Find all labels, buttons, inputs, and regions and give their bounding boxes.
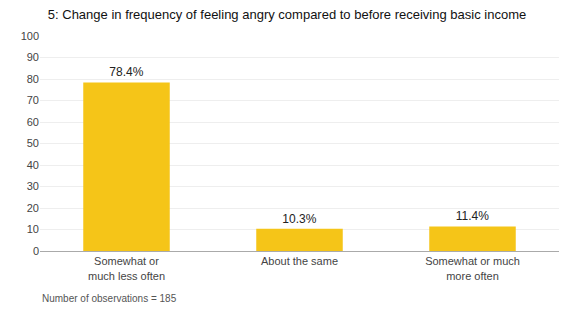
svg-text:20: 20 [27,202,39,214]
svg-text:30: 30 [27,180,39,192]
svg-text:10: 10 [27,223,39,235]
svg-text:70: 70 [27,94,39,106]
svg-text:Somewhat or muchmore often: Somewhat or muchmore often [425,255,520,281]
svg-text:5: Change in frequency of feel: 5: Change in frequency of feeling angry … [48,7,526,22]
svg-text:Number of observations = 185: Number of observations = 185 [42,293,177,304]
svg-text:80: 80 [27,73,39,85]
svg-text:78.4%: 78.4% [109,65,143,79]
svg-text:10.3%: 10.3% [282,212,316,226]
svg-text:60: 60 [27,116,39,128]
svg-text:40: 40 [27,159,39,171]
svg-text:100: 100 [21,30,39,42]
svg-text:0: 0 [33,245,39,257]
svg-text:About the same: About the same [261,255,338,267]
svg-text:Somewhat ormuch less often: Somewhat ormuch less often [88,255,165,281]
svg-text:90: 90 [27,51,39,63]
svg-text:11.4%: 11.4% [456,209,489,223]
svg-text:50: 50 [27,137,39,149]
